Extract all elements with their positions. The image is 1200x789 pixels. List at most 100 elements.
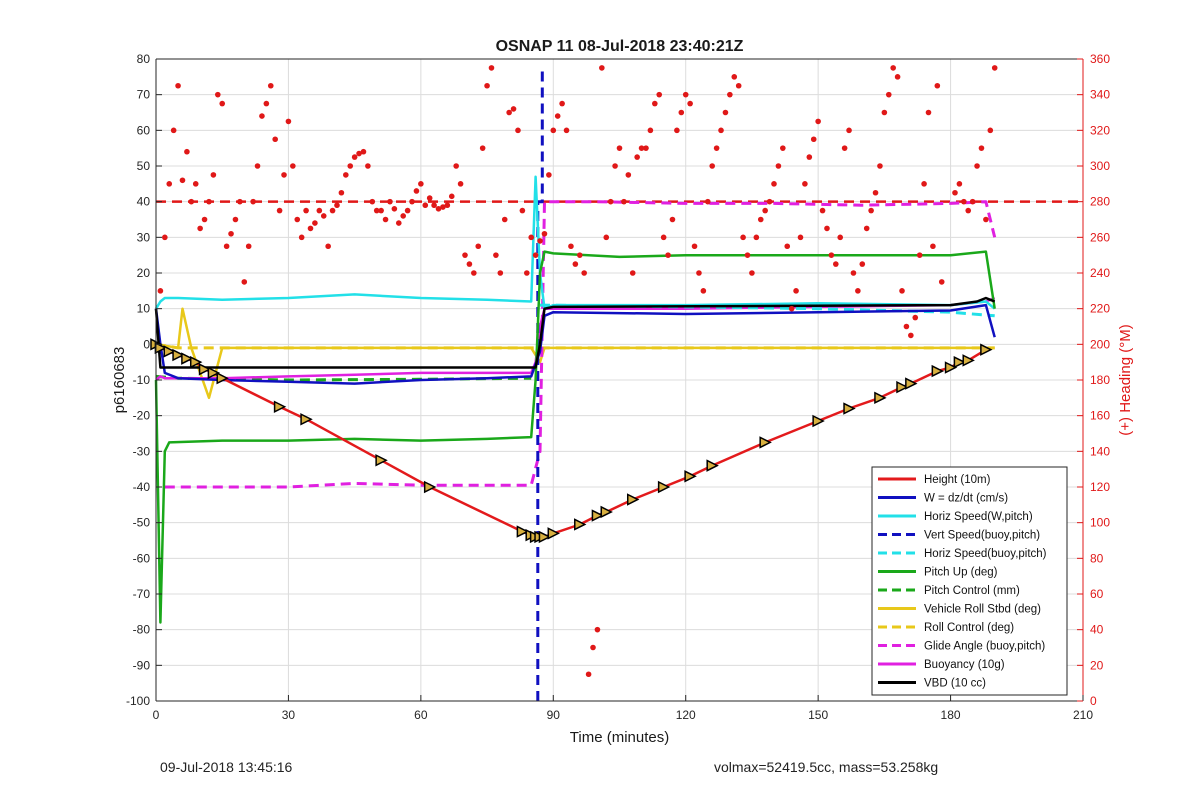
height-marker: [163, 345, 176, 358]
heading-point: [206, 198, 212, 205]
heading-point: [210, 172, 217, 178]
height-marker: [874, 391, 887, 405]
heading-point: [744, 252, 751, 258]
heading-point: [594, 626, 601, 633]
series-w-dz-dt-cm-s: [154, 303, 996, 385]
heading-point: [409, 198, 415, 205]
heading-point: [254, 163, 261, 169]
y-tick-label: -60: [133, 551, 151, 565]
heading-point: [440, 204, 446, 210]
height-marker: [600, 505, 613, 519]
legend-label-vehicle-roll-stbd-deg: Vehicle Roll Stbd (deg): [924, 604, 1041, 616]
heading-point: [312, 220, 318, 226]
heading-point: [599, 65, 605, 71]
heading-point: [859, 261, 866, 267]
y2-tick-label: 200: [1090, 337, 1110, 351]
heading-point: [868, 207, 874, 214]
height-marker: [626, 493, 640, 506]
heading-point: [382, 216, 389, 223]
y-tick-label: 60: [137, 123, 151, 137]
height-marker: [896, 380, 909, 394]
heading-point: [652, 100, 658, 107]
heading-point: [223, 243, 230, 250]
y2-tick-label: 120: [1090, 480, 1110, 494]
height-marker: [657, 480, 671, 494]
heading-point: [197, 225, 203, 232]
heading-point: [788, 305, 795, 312]
heading-point: [219, 100, 226, 107]
heading-point: [453, 163, 459, 169]
heading-point: [387, 198, 393, 205]
heading-point: [519, 207, 526, 214]
height-marker: [181, 352, 194, 365]
heading-point: [347, 163, 354, 169]
heading-point: [215, 91, 221, 98]
heading-point: [563, 127, 570, 134]
y2-tick-label: 80: [1090, 551, 1104, 565]
heading-point: [559, 100, 565, 107]
y-tick-label: -10: [133, 373, 151, 387]
height-marker: [547, 527, 560, 540]
y2-tick-label: 360: [1090, 52, 1110, 66]
heading-point: [713, 145, 720, 151]
heading-point: [360, 148, 367, 155]
heading-point: [612, 163, 618, 169]
y-tick-label: 70: [137, 88, 151, 102]
heading-point: [422, 202, 429, 209]
y-tick-label: -20: [133, 409, 151, 423]
legend-label-roll-control-deg: Roll Control (deg): [924, 622, 1014, 634]
heading-point: [687, 100, 693, 107]
heading-point: [184, 148, 190, 155]
heading-point: [365, 163, 371, 169]
heading-point: [912, 314, 919, 321]
heading-point: [850, 270, 857, 276]
y-tick-label: -50: [133, 516, 151, 530]
heading-point: [669, 216, 676, 223]
heading-point: [903, 323, 910, 330]
legend-label-horiz-speed-w-pitch: Horiz Speed(W,pitch): [924, 511, 1033, 523]
heading-point: [908, 332, 914, 339]
legend-label-glide-angle-buoy-pitch: Glide Angle (buoy,pitch): [924, 641, 1045, 653]
legend-label-vbd-10-cc: VBD (10 cc): [924, 678, 986, 690]
heading-point: [572, 261, 579, 267]
heading-point: [532, 252, 539, 258]
heading-point: [431, 202, 437, 209]
heading-point: [815, 118, 821, 125]
heading-point: [762, 207, 768, 214]
y-tick-label: 20: [137, 266, 151, 280]
heading-point: [285, 118, 292, 125]
y2-tick-label: 180: [1090, 373, 1110, 387]
heading-point: [162, 234, 168, 241]
heading-point: [241, 279, 248, 285]
y2-tick-label: 240: [1090, 266, 1110, 280]
heading-point: [934, 82, 941, 89]
series-roll-control-deg: [155, 342, 995, 350]
heading-point: [493, 252, 499, 258]
heading-point: [510, 106, 517, 112]
heading-point: [638, 145, 645, 151]
x-tick-label: 90: [547, 708, 561, 722]
height-marker: [905, 377, 918, 390]
y2-tick-label: 20: [1090, 658, 1104, 672]
legend-label-horiz-speed-buoy-pitch: Horiz Speed(buoy,pitch): [924, 548, 1047, 560]
heading-point: [735, 82, 742, 89]
height-marker: [591, 509, 605, 522]
height-marker: [172, 348, 185, 362]
y-tick-label: 30: [137, 230, 151, 244]
heading-point: [806, 154, 813, 160]
heading-point: [938, 279, 945, 285]
heading-point: [590, 644, 596, 651]
heading-point: [506, 109, 512, 116]
height-marker: [198, 363, 212, 376]
y-tick-label: 0: [143, 337, 150, 351]
heading-point: [471, 270, 477, 276]
heading-point: [232, 216, 239, 223]
heading-point: [863, 225, 870, 232]
heading-point: [881, 109, 888, 116]
height-marker: [931, 364, 945, 378]
height-marker: [423, 480, 437, 494]
height-marker: [216, 372, 229, 385]
series-vbd-10-cc: [154, 296, 996, 369]
legend-label-pitch-control-mm: Pitch Control (mm): [924, 585, 1020, 597]
heading-point: [356, 150, 362, 157]
